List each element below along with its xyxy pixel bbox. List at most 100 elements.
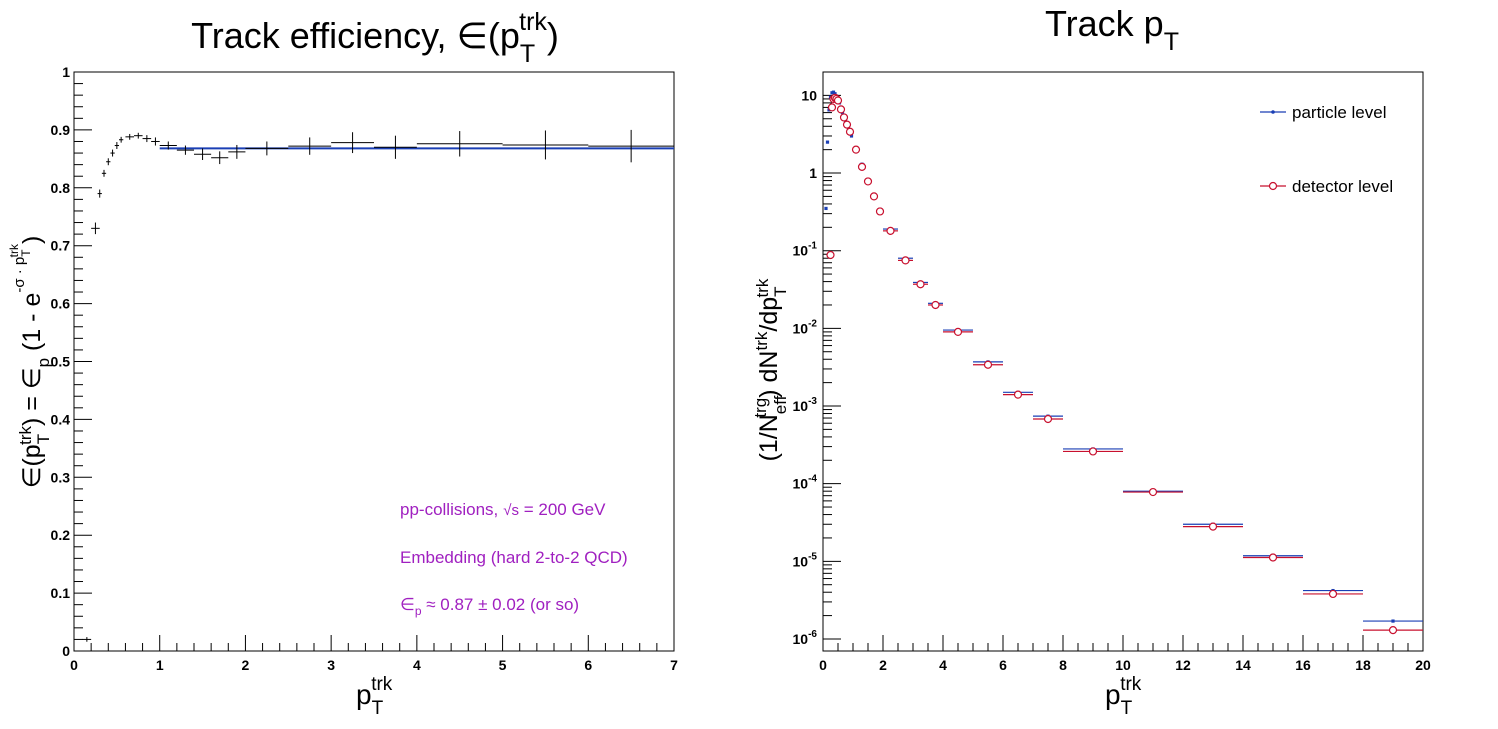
efficiency-point — [176, 145, 194, 155]
detector-level-point — [833, 96, 843, 105]
detector-level-marker — [1388, 626, 1398, 635]
particle-level-marker — [849, 134, 854, 138]
detector-level-point — [842, 120, 852, 129]
efficiency-point — [194, 148, 212, 161]
efficiency-point — [588, 129, 674, 163]
efficiency-point — [114, 142, 119, 150]
efficiency-point — [134, 132, 143, 139]
pt-y-label-text: (1/Nefftrg) dNtrk/dpTtrk — [751, 278, 790, 461]
detector-level-marker — [886, 226, 895, 235]
detector-level-point — [826, 250, 835, 260]
efficiency-x-label: pTtrk — [356, 674, 393, 719]
efficiency-x-tick-label: 0 — [70, 657, 78, 673]
efficiency-point — [416, 131, 503, 157]
efficiency-title-sup: trk — [519, 8, 547, 36]
pt-y-label: (1/Nefftrg) dNtrk/dpTtrk — [751, 278, 790, 461]
detector-level-marker — [1043, 414, 1053, 424]
pt-x-label-sup: trk — [1120, 674, 1142, 695]
efficiency-point — [228, 144, 246, 159]
pt-y-tick-label: 10-2 — [793, 318, 818, 336]
legend-detector-label: detector level — [1292, 177, 1393, 196]
efficiency-x-label-sub: T — [372, 698, 384, 719]
particle-level-point — [825, 140, 830, 144]
detector-level-marker — [836, 105, 846, 114]
pt-x-tick-label: 8 — [1059, 657, 1067, 673]
pt-x-tick-label: 2 — [879, 657, 887, 673]
efficiency-y-tick-label: 0.1 — [51, 585, 71, 601]
pt-y-tick-label: 10-4 — [793, 474, 818, 492]
detector-level-marker — [1328, 589, 1338, 599]
pt-x-tick-label: 6 — [999, 657, 1007, 673]
efficiency-point — [374, 135, 417, 159]
efficiency-y-tick-label: 1 — [62, 64, 70, 80]
efficiency-x-tick-label: 4 — [413, 657, 421, 673]
efficiency-point — [91, 222, 100, 235]
pt-legend: particle level detector level — [1260, 103, 1393, 196]
detector-level-point — [827, 103, 837, 112]
detector-level-point — [1363, 626, 1423, 635]
efficiency-point — [101, 169, 107, 177]
pt-x-tick-label: 0 — [819, 657, 827, 673]
detector-level-marker — [931, 300, 940, 310]
efficiency-x-ticks: 0 1 2 3 4 5 6 7 — [70, 635, 678, 673]
efficiency-points — [82, 129, 674, 642]
pt-title-main: Track p — [1045, 3, 1164, 44]
efficiency-x-tick-label: 3 — [327, 657, 335, 673]
pt-y-tick-label: 1 — [809, 165, 817, 181]
detector-level-point — [875, 207, 885, 216]
detector-level-point — [898, 256, 913, 265]
pt-series-group — [824, 90, 1423, 635]
detector-level-point — [928, 300, 943, 310]
detector-level-marker — [953, 327, 963, 336]
pt-y-ticks: 10-6 10-5 10-4 10-3 10-2 10-1 1 10 — [793, 87, 841, 647]
detector-level-marker — [833, 96, 843, 105]
detector-level-point — [1123, 487, 1183, 497]
detector-level-point — [839, 113, 849, 122]
efficiency-y-tick-label: 0 — [62, 643, 70, 659]
detector-level-marker — [1148, 487, 1158, 497]
efficiency-x-tick-label: 7 — [670, 657, 678, 673]
detector-level-point — [1003, 390, 1033, 399]
efficiency-title: Track efficiency, ∈(pTtrk) — [191, 8, 559, 68]
efficiency-point — [245, 141, 289, 156]
detector-level-marker — [826, 250, 835, 260]
particle-level-point — [1363, 619, 1423, 623]
particle-level-point — [824, 206, 828, 211]
detector-level-marker — [1208, 522, 1218, 531]
efficiency-y-tick-label: 0.2 — [51, 527, 71, 543]
particle-level-series — [824, 90, 1423, 623]
detector-level-point — [851, 145, 861, 154]
efficiency-x-tick-label: 6 — [584, 657, 592, 673]
efficiency-y-label-text: ∈(pTtrk) = ∈p (1 - e-σ · pTtrk) — [7, 236, 53, 489]
detector-level-point — [845, 127, 855, 136]
detector-level-point — [913, 280, 928, 289]
pt-spectrum-panel: Track pT 0 2 4 6 8 10 12 14 16 18 20 10-610-510-41… — [751, 3, 1431, 719]
efficiency-title-main: Track efficiency, ∈(p — [191, 15, 520, 56]
efficiency-x-tick-label: 5 — [499, 657, 507, 673]
detector-level-point — [1303, 589, 1363, 599]
legend-detector-marker — [1268, 181, 1278, 191]
detector-level-marker — [827, 103, 837, 112]
pt-x-label-sub: T — [1121, 698, 1133, 719]
efficiency-title-close: ) — [547, 15, 559, 56]
pt-y-tick-label: 10 — [801, 87, 817, 103]
efficiency-point — [110, 149, 115, 157]
detector-level-marker — [839, 113, 849, 122]
pt-x-tick-label: 10 — [1115, 657, 1131, 673]
particle-level-marker — [1391, 619, 1395, 623]
annotation-embedding: Embedding (hard 2-to-2 QCD) — [400, 548, 628, 567]
particle-level-marker — [825, 140, 830, 144]
detector-level-marker — [851, 145, 861, 154]
efficiency-y-tick-label: 0.5 — [51, 354, 71, 370]
pt-x-label-main: p — [1105, 679, 1121, 710]
detector-level-marker — [869, 192, 879, 201]
detector-level-point — [973, 360, 1003, 369]
detector-level-point — [836, 105, 846, 114]
detector-level-marker — [916, 280, 925, 289]
annotation-epsilon-sub: p — [415, 604, 422, 618]
detector-level-marker — [842, 120, 852, 129]
detector-level-point — [883, 226, 898, 235]
efficiency-x-label-sup: trk — [371, 674, 393, 695]
